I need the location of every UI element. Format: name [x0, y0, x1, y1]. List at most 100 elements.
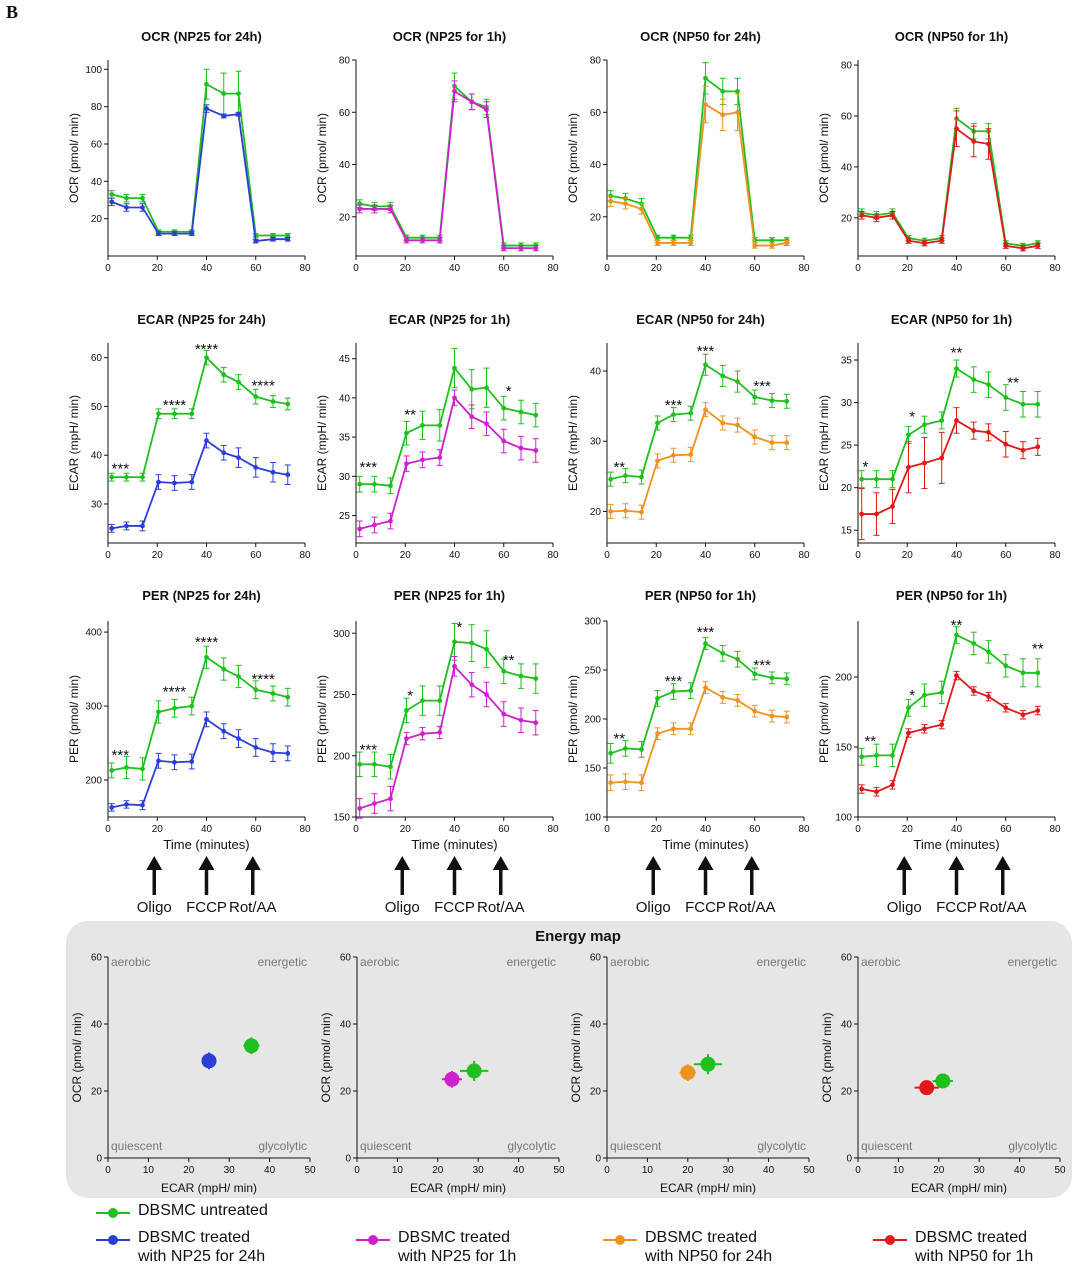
legend-label: DBSMC treated with NP50 for 24h [645, 1229, 773, 1265]
data-point [1003, 705, 1009, 711]
y-tick-label: 60 [339, 108, 351, 119]
data-point [236, 674, 241, 679]
x-tick-label: 10 [893, 1165, 905, 1176]
data-point [172, 705, 177, 711]
arrow-head [645, 856, 662, 870]
data-point [874, 789, 879, 795]
data-point [954, 418, 959, 423]
data-point [501, 711, 507, 717]
significance-marker: *** [665, 673, 683, 690]
data-point [769, 398, 775, 403]
data-point [784, 398, 790, 404]
data-series [607, 353, 790, 487]
line-chart: ECAR (NP50 for 1h) 0 20 40 60 80 15 20 25 30 35 ECA… [817, 312, 1061, 561]
quadrant-label-glycolytic: glycolytic [507, 1139, 556, 1153]
quadrant-label-quiescent: quiescent [111, 1139, 163, 1153]
data-point [172, 231, 177, 237]
x-tick-label: 20 [152, 550, 164, 561]
significance-marker: * [407, 688, 413, 705]
significance-marker: *** [112, 460, 130, 477]
x-tick-label: 0 [855, 550, 861, 561]
series-line [861, 673, 1039, 793]
data-point [703, 75, 708, 81]
data-point [236, 111, 241, 117]
y-tick-label: 60 [91, 953, 103, 964]
y-tick-label: 40 [841, 1020, 853, 1031]
data-point [124, 802, 129, 807]
y-tick-label: 25 [841, 441, 853, 452]
data-point [986, 382, 991, 388]
y-tick-label: 20 [841, 213, 853, 224]
data-point [735, 88, 740, 94]
series-line [111, 355, 288, 479]
data-series [356, 622, 539, 780]
chart-title: OCR (NP25 for 1h) [393, 29, 506, 44]
x-tick-label: 20 [902, 824, 914, 835]
significance-marker: ** [1032, 641, 1044, 658]
x-tick-label: 40 [763, 1165, 775, 1176]
data-series [607, 637, 790, 764]
data-point [752, 671, 758, 677]
y-axis-label: ECAR (mpH/ min) [817, 395, 831, 491]
y-axis-label: OCR (pmol/ min) [67, 113, 81, 203]
data-point [404, 237, 409, 243]
data-point [285, 233, 291, 238]
line-chart: PER (NP25 for 24h) 0 20 40 60 80 200 300 400 PER … [67, 588, 311, 852]
data-point [243, 1038, 259, 1054]
x-tick-label: 30 [473, 1165, 485, 1176]
injection-label: Oligo [137, 899, 172, 916]
data-point [890, 212, 895, 218]
data-point [608, 198, 614, 204]
data-point [357, 806, 363, 811]
data-point [420, 237, 425, 243]
x-tick-label: 80 [798, 824, 810, 835]
data-point [452, 88, 457, 94]
data-point [452, 663, 457, 669]
data-point [890, 504, 895, 509]
y-tick-label: 100 [835, 813, 852, 824]
data-point [124, 523, 129, 529]
injection-arrow: Rot/AA [229, 856, 277, 916]
x-tick-label: 40 [449, 824, 461, 835]
data-point [253, 745, 259, 750]
data-series [108, 68, 291, 238]
data-point [189, 759, 195, 764]
y-tick-label: 30 [339, 472, 351, 483]
data-point [469, 682, 475, 688]
data-point [109, 768, 115, 773]
data-point [954, 366, 959, 371]
data-point [285, 750, 291, 756]
x-tick-label: 60 [250, 550, 262, 561]
y-axis-label: OCR (pmol/ min) [319, 1012, 333, 1102]
energy-map-chart: 0 10 20 30 40 50 0 20 40 60 OCR (pmol/ min) ECAR (m… [70, 953, 316, 1196]
data-point [655, 731, 660, 737]
significance-marker: ** [404, 407, 416, 424]
y-tick-label: 60 [841, 112, 853, 123]
data-point [671, 240, 676, 246]
x-tick-label: 80 [1049, 263, 1061, 274]
injection-arrow: Rot/AA [477, 856, 525, 916]
y-tick-label: 400 [85, 628, 102, 639]
data-point [109, 474, 115, 480]
arrow-head [492, 856, 509, 870]
line-chart: PER (NP50 for 1h) 0 20 40 60 80 100 150 200 250 30… [566, 588, 810, 852]
data-point [703, 407, 708, 413]
data-point [236, 379, 241, 385]
x-tick-label: 20 [902, 550, 914, 561]
data-point-group [441, 1070, 463, 1088]
significance-marker: **** [251, 377, 275, 394]
series-line [861, 419, 1038, 515]
data-point [655, 420, 660, 426]
x-tick-label: 50 [803, 1165, 815, 1176]
x-tick-label: 20 [651, 824, 663, 835]
chart-title: ECAR (NP25 for 1h) [389, 312, 510, 327]
line-chart: ECAR (NP25 for 1h) 0 20 40 60 80 25 30 35 40 45 ECA… [315, 312, 559, 561]
data-point [769, 243, 775, 248]
data-point [939, 690, 945, 695]
data-point [109, 192, 115, 197]
series-line [359, 89, 536, 250]
data-point [221, 91, 227, 96]
data-point [1035, 670, 1041, 676]
data-point-group [679, 1064, 696, 1081]
x-tick-label: 40 [201, 263, 213, 274]
